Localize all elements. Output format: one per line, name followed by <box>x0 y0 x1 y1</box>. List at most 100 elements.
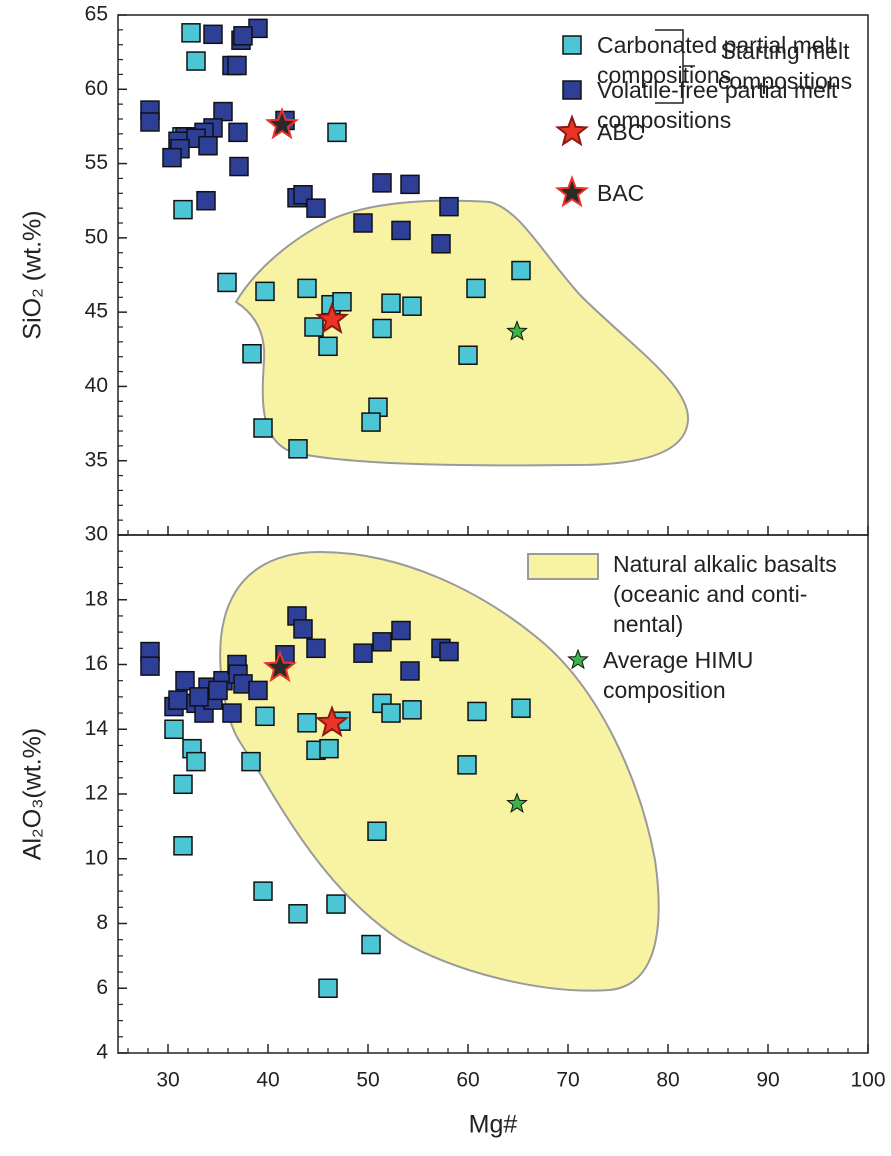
y-tick-label: 16 <box>85 652 108 675</box>
square-marker <box>242 343 262 364</box>
square-marker <box>140 112 160 132</box>
square-marker <box>327 122 347 143</box>
legend-label: Volatile-free partial melt compositions <box>597 77 838 133</box>
square-marker <box>255 281 275 302</box>
star-marker <box>506 320 528 341</box>
square-marker <box>293 619 313 639</box>
square-marker <box>233 26 253 46</box>
y-tick-label: 45 <box>85 300 108 323</box>
square-marker <box>253 881 273 901</box>
square-marker <box>198 135 218 156</box>
square-marker <box>173 836 193 856</box>
y-tick-label: 14 <box>85 717 109 740</box>
square-marker <box>175 670 195 691</box>
x-axis-label: Mg# <box>469 1111 518 1139</box>
square-marker <box>318 336 338 357</box>
square-marker <box>203 24 223 45</box>
square-marker <box>372 632 392 652</box>
square-marker <box>140 656 160 676</box>
alkalic-basalt-field <box>219 550 660 992</box>
square-marker <box>173 199 193 220</box>
y-tick-label: 40 <box>85 374 108 397</box>
square-marker <box>511 698 531 718</box>
legend-label: Natural alkalic basalts (oceanic and con… <box>613 551 837 637</box>
square-marker <box>164 719 184 739</box>
x-tick-label: 40 <box>256 1069 279 1092</box>
y-tick-label: 12 <box>85 782 108 805</box>
legend-swatch <box>527 553 599 580</box>
x-tick-label: 30 <box>156 1069 179 1092</box>
x-tick-label: 90 <box>756 1069 779 1092</box>
y-tick-label: 6 <box>96 976 108 999</box>
legend-swatch <box>562 35 582 55</box>
square-marker <box>400 661 420 681</box>
square-marker <box>208 680 228 701</box>
square-marker <box>297 713 317 733</box>
square-marker <box>457 755 477 775</box>
x-tick-label: 60 <box>456 1069 479 1092</box>
square-marker <box>196 190 216 211</box>
square-marker <box>241 751 261 772</box>
star-marker <box>262 649 298 683</box>
square-marker <box>253 418 273 438</box>
legend-swatch <box>554 175 590 208</box>
square-marker <box>402 700 422 720</box>
square-marker <box>431 234 451 254</box>
square-marker <box>353 213 373 233</box>
legend-swatch <box>567 648 589 670</box>
x-tick-label: 100 <box>850 1069 885 1092</box>
square-marker <box>332 291 352 312</box>
legend-label: Carbonated partial melt compositions <box>597 32 837 88</box>
legend-bracket <box>655 29 695 104</box>
legend-swatch <box>562 80 582 100</box>
y-tick-label: 4 <box>96 1041 108 1064</box>
square-marker <box>439 196 459 217</box>
square-marker <box>467 701 487 722</box>
square-marker <box>306 638 326 659</box>
square-marker <box>222 703 242 723</box>
square-marker <box>372 318 392 339</box>
legend-note: Starting melt compositions <box>717 38 853 94</box>
square-marker <box>181 23 201 43</box>
legend-label: Average HIMU composition <box>603 647 754 703</box>
x-tick-label: 70 <box>556 1069 579 1092</box>
square-marker <box>511 260 531 281</box>
alkalic-basalt-field <box>234 199 690 467</box>
square-marker <box>229 156 249 177</box>
x-tick-label: 50 <box>356 1069 379 1092</box>
square-marker <box>288 904 308 924</box>
y-tick-label: 35 <box>85 448 108 471</box>
square-marker <box>400 174 420 195</box>
square-marker <box>255 706 275 727</box>
square-marker <box>168 690 188 710</box>
square-marker <box>306 198 326 218</box>
x-tick-label: 80 <box>656 1069 679 1092</box>
square-marker <box>318 978 338 998</box>
y-axis-label: SiO₂ (wt.%) <box>19 210 47 339</box>
square-marker <box>217 272 237 293</box>
y-tick-label: 65 <box>85 3 108 26</box>
square-marker <box>228 122 248 143</box>
square-marker <box>466 278 486 299</box>
y-tick-label: 18 <box>85 587 108 610</box>
star-marker <box>314 301 350 334</box>
star-marker <box>506 792 528 813</box>
square-marker <box>173 774 193 795</box>
legend-label: BAC <box>597 180 645 206</box>
square-marker <box>439 641 459 662</box>
square-marker <box>391 220 411 241</box>
y-tick-label: 50 <box>85 225 108 248</box>
square-marker <box>213 101 233 122</box>
square-marker <box>458 345 478 365</box>
y-tick-label: 30 <box>85 523 108 546</box>
square-marker <box>361 934 381 955</box>
star-marker <box>314 704 350 738</box>
square-marker <box>297 278 317 299</box>
y-tick-label: 8 <box>96 911 108 934</box>
y-tick-label: 10 <box>85 846 108 869</box>
square-marker <box>391 620 411 641</box>
square-marker <box>288 439 308 459</box>
square-marker <box>304 317 324 337</box>
square-marker <box>372 173 392 193</box>
